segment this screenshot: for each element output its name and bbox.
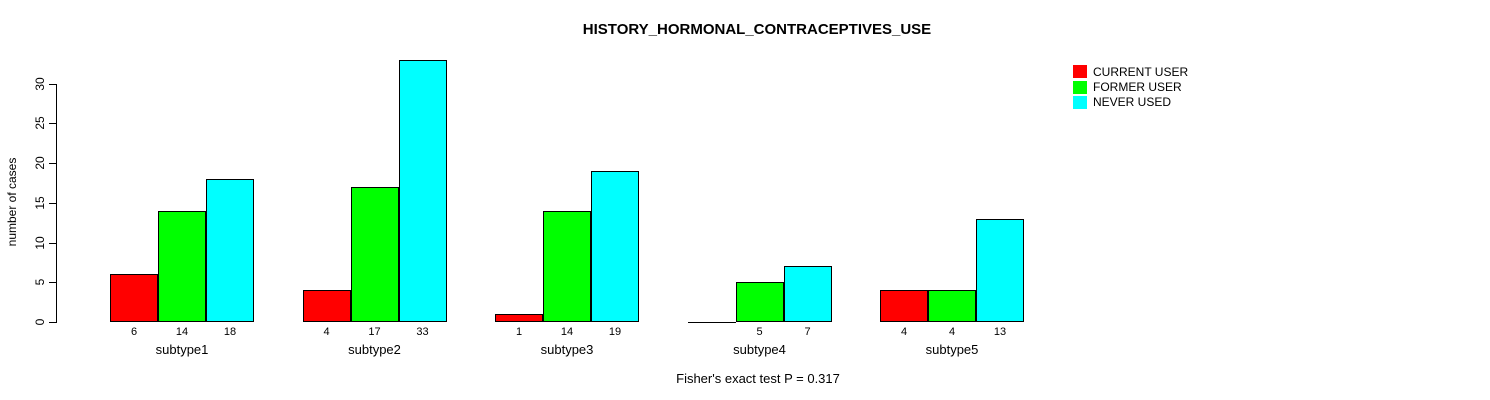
legend-row: NEVER USED [1073,95,1188,110]
bar-subtype4-former-user [735,282,784,322]
y-axis-line [56,83,57,323]
legend-label: NEVER USED [1093,95,1172,110]
bar-subtype5-current-user [880,290,928,322]
y-tick [49,83,56,85]
bar-subtype3-former-user [543,210,591,322]
bar-value-label: 7 [804,326,811,338]
y-tick-label: 5 [33,278,47,286]
bar-value-label: 33 [416,326,429,338]
legend-swatch [1073,65,1087,79]
bar-value-label: 19 [608,326,622,338]
bar-subtype4-zero [687,322,736,323]
x-category-label: subtype3 [540,342,594,357]
footnote: Fisher's exact test P = 0.317 [676,371,840,386]
bar-value-label: 13 [993,326,1007,338]
legend-label: FORMER USER [1093,80,1182,95]
legend-row: CURRENT USER [1073,64,1188,79]
legend: CURRENT USER FORMER USER NEVER USED [1073,64,1188,110]
y-tick-label: 20 [33,156,47,170]
bar-subtype5-former-user [928,290,976,322]
legend-swatch [1073,80,1087,94]
x-category-label: subtype1 [155,342,209,357]
y-tick [49,242,56,244]
chart-title: HISTORY_HORMONAL_CONTRACEPTIVES_USE [582,21,932,38]
bar-subtype4-never-used [783,266,832,322]
bar-value-label: 4 [948,326,956,338]
y-tick-label: 10 [33,235,47,250]
y-tick [49,202,56,204]
bar-value-label: 14 [175,326,189,338]
legend-row: FORMER USER [1073,79,1188,94]
y-tick [49,282,56,284]
legend-label: CURRENT USER [1093,64,1189,79]
bar-value-label: 18 [223,326,237,338]
y-tick-label: 15 [33,196,47,210]
y-tick [49,322,56,323]
bar-subtype1-current-user [110,274,158,322]
bar-subtype3-current-user [495,314,543,322]
x-category-label: subtype5 [925,342,979,357]
bar-value-label: 14 [560,326,574,338]
bar-subtype5-never-used [976,218,1024,322]
y-tick-label: 30 [33,76,47,91]
bar-value-label: 17 [368,326,381,338]
bar-value-label: 4 [900,326,908,338]
bar-value-label: 6 [130,326,138,338]
y-tick-label: 0 [33,318,47,326]
legend-swatch [1073,95,1087,109]
bar-subtype2-current-user [302,290,351,322]
x-category-label: subtype2 [348,342,401,357]
y-tick-label: 25 [33,116,47,130]
bar-subtype2-never-used [398,59,447,322]
x-category-label: subtype4 [733,342,786,357]
bar-subtype2-former-user [350,186,399,322]
bar-value-label: 5 [756,326,763,338]
bar-value-label: 1 [515,326,523,338]
bar-subtype3-never-used [591,170,639,322]
y-tick [49,163,56,164]
bar-value-label: 4 [323,326,330,338]
bar-subtype1-never-used [206,178,254,322]
bar-subtype1-former-user [158,210,206,322]
y-tick [49,123,56,125]
